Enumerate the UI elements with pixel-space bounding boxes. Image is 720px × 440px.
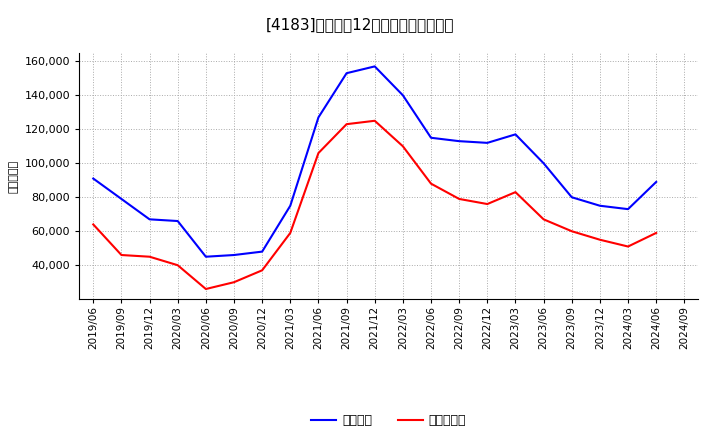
当期純利益 (455, 196, 464, 202)
経常利益 (624, 206, 632, 212)
経常利益 (567, 194, 576, 200)
経常利益 (314, 115, 323, 120)
当期純利益 (258, 268, 266, 273)
当期純利益 (567, 229, 576, 234)
当期純利益 (652, 230, 660, 235)
経常利益 (258, 249, 266, 254)
経常利益 (539, 161, 548, 166)
経常利益 (455, 139, 464, 144)
経常利益 (174, 218, 182, 224)
当期純利益 (174, 263, 182, 268)
経常利益 (511, 132, 520, 137)
Line: 当期純利益: 当期純利益 (94, 121, 656, 289)
当期純利益 (230, 279, 238, 285)
当期純利益 (145, 254, 154, 259)
経常利益 (595, 203, 604, 209)
当期純利益 (89, 222, 98, 227)
Text: [4183]　利益の12か月移動合計の推移: [4183] 利益の12か月移動合計の推移 (266, 18, 454, 33)
当期純利益 (539, 216, 548, 222)
当期純利益 (595, 237, 604, 242)
Legend: 経常利益, 当期純利益: 経常利益, 当期純利益 (306, 409, 472, 432)
経常利益 (370, 64, 379, 69)
Line: 経常利益: 経常利益 (94, 66, 656, 257)
当期純利益 (427, 181, 436, 186)
当期純利益 (511, 190, 520, 195)
当期純利益 (202, 286, 210, 292)
当期純利益 (399, 143, 408, 149)
経常利益 (202, 254, 210, 259)
当期純利益 (483, 202, 492, 207)
当期純利益 (342, 121, 351, 127)
経常利益 (286, 203, 294, 209)
経常利益 (89, 176, 98, 181)
当期純利益 (314, 150, 323, 156)
経常利益 (145, 216, 154, 222)
当期純利益 (370, 118, 379, 123)
経常利益 (652, 180, 660, 185)
Y-axis label: （百万円）: （百万円） (9, 159, 19, 193)
経常利益 (342, 70, 351, 76)
経常利益 (427, 135, 436, 140)
経常利益 (230, 253, 238, 258)
当期純利益 (624, 244, 632, 249)
経常利益 (399, 93, 408, 98)
当期純利益 (117, 253, 126, 258)
経常利益 (483, 140, 492, 146)
経常利益 (117, 196, 126, 202)
当期純利益 (286, 230, 294, 235)
